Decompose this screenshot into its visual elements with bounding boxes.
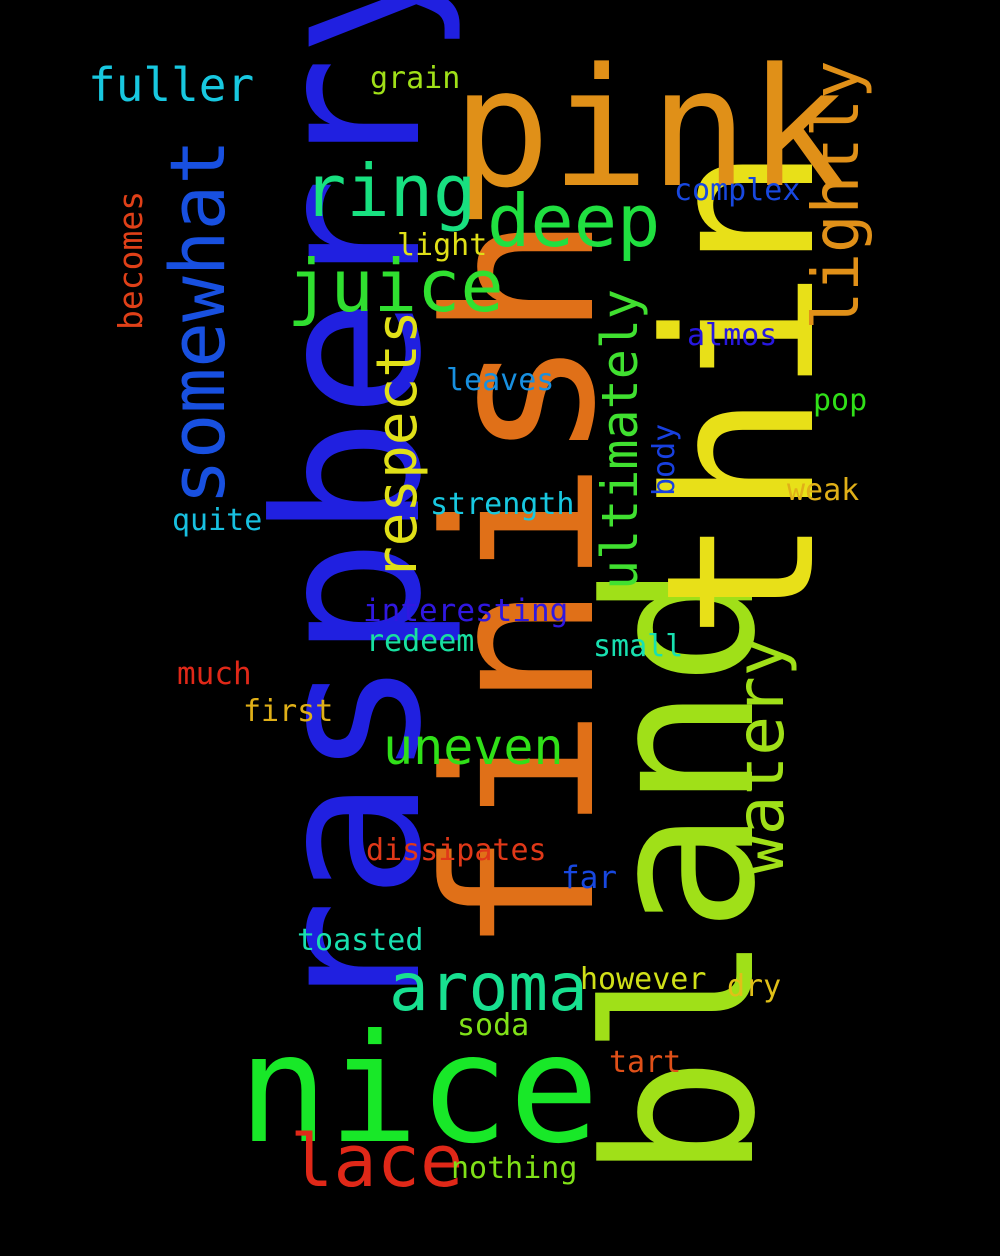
word-complex: complex <box>674 173 801 208</box>
word-almos: almos <box>687 318 778 353</box>
word-fuller: fuller <box>88 58 255 112</box>
word-small: small <box>593 629 684 664</box>
word-uneven: uneven <box>383 718 564 776</box>
word-much: much <box>177 656 252 692</box>
word-nothing: nothing <box>451 1151 578 1186</box>
word-soda: soda <box>457 1008 530 1043</box>
word-leaves: leaves <box>446 363 555 398</box>
word-dissipates: dissipates <box>366 833 547 868</box>
word-pop: pop <box>813 383 868 418</box>
word-watery: watery <box>722 636 799 875</box>
word-dry: dry <box>727 969 782 1004</box>
word-quite: quite <box>172 503 263 538</box>
word-deep: deep <box>487 179 661 263</box>
word-redeem: redeem <box>366 624 475 659</box>
word-ultimately: ultimately <box>591 288 649 590</box>
word-respects: respects <box>365 310 430 580</box>
word-toasted: toasted <box>297 923 424 958</box>
word-grain: grain <box>370 61 461 96</box>
word-aroma: aroma <box>389 949 588 1026</box>
word-strength: strength <box>430 487 575 522</box>
word-becomes: becomes <box>111 190 150 330</box>
word-far: far <box>561 860 617 896</box>
word-interesting: interesting <box>363 593 569 629</box>
word-juice: juice <box>287 244 504 328</box>
word-tart: tart <box>609 1045 682 1080</box>
word-lace: lace <box>290 1119 464 1203</box>
word-weak: weak <box>787 473 860 508</box>
word-nice: nice <box>238 1003 600 1177</box>
word-pink: pink <box>452 33 847 224</box>
word-light: light <box>397 228 488 263</box>
word-body: body <box>647 423 682 496</box>
word-however: however <box>580 962 707 997</box>
word-ring: ring <box>303 149 477 233</box>
word-somewhat: somewhat <box>153 138 242 505</box>
word-first: first <box>243 694 334 729</box>
